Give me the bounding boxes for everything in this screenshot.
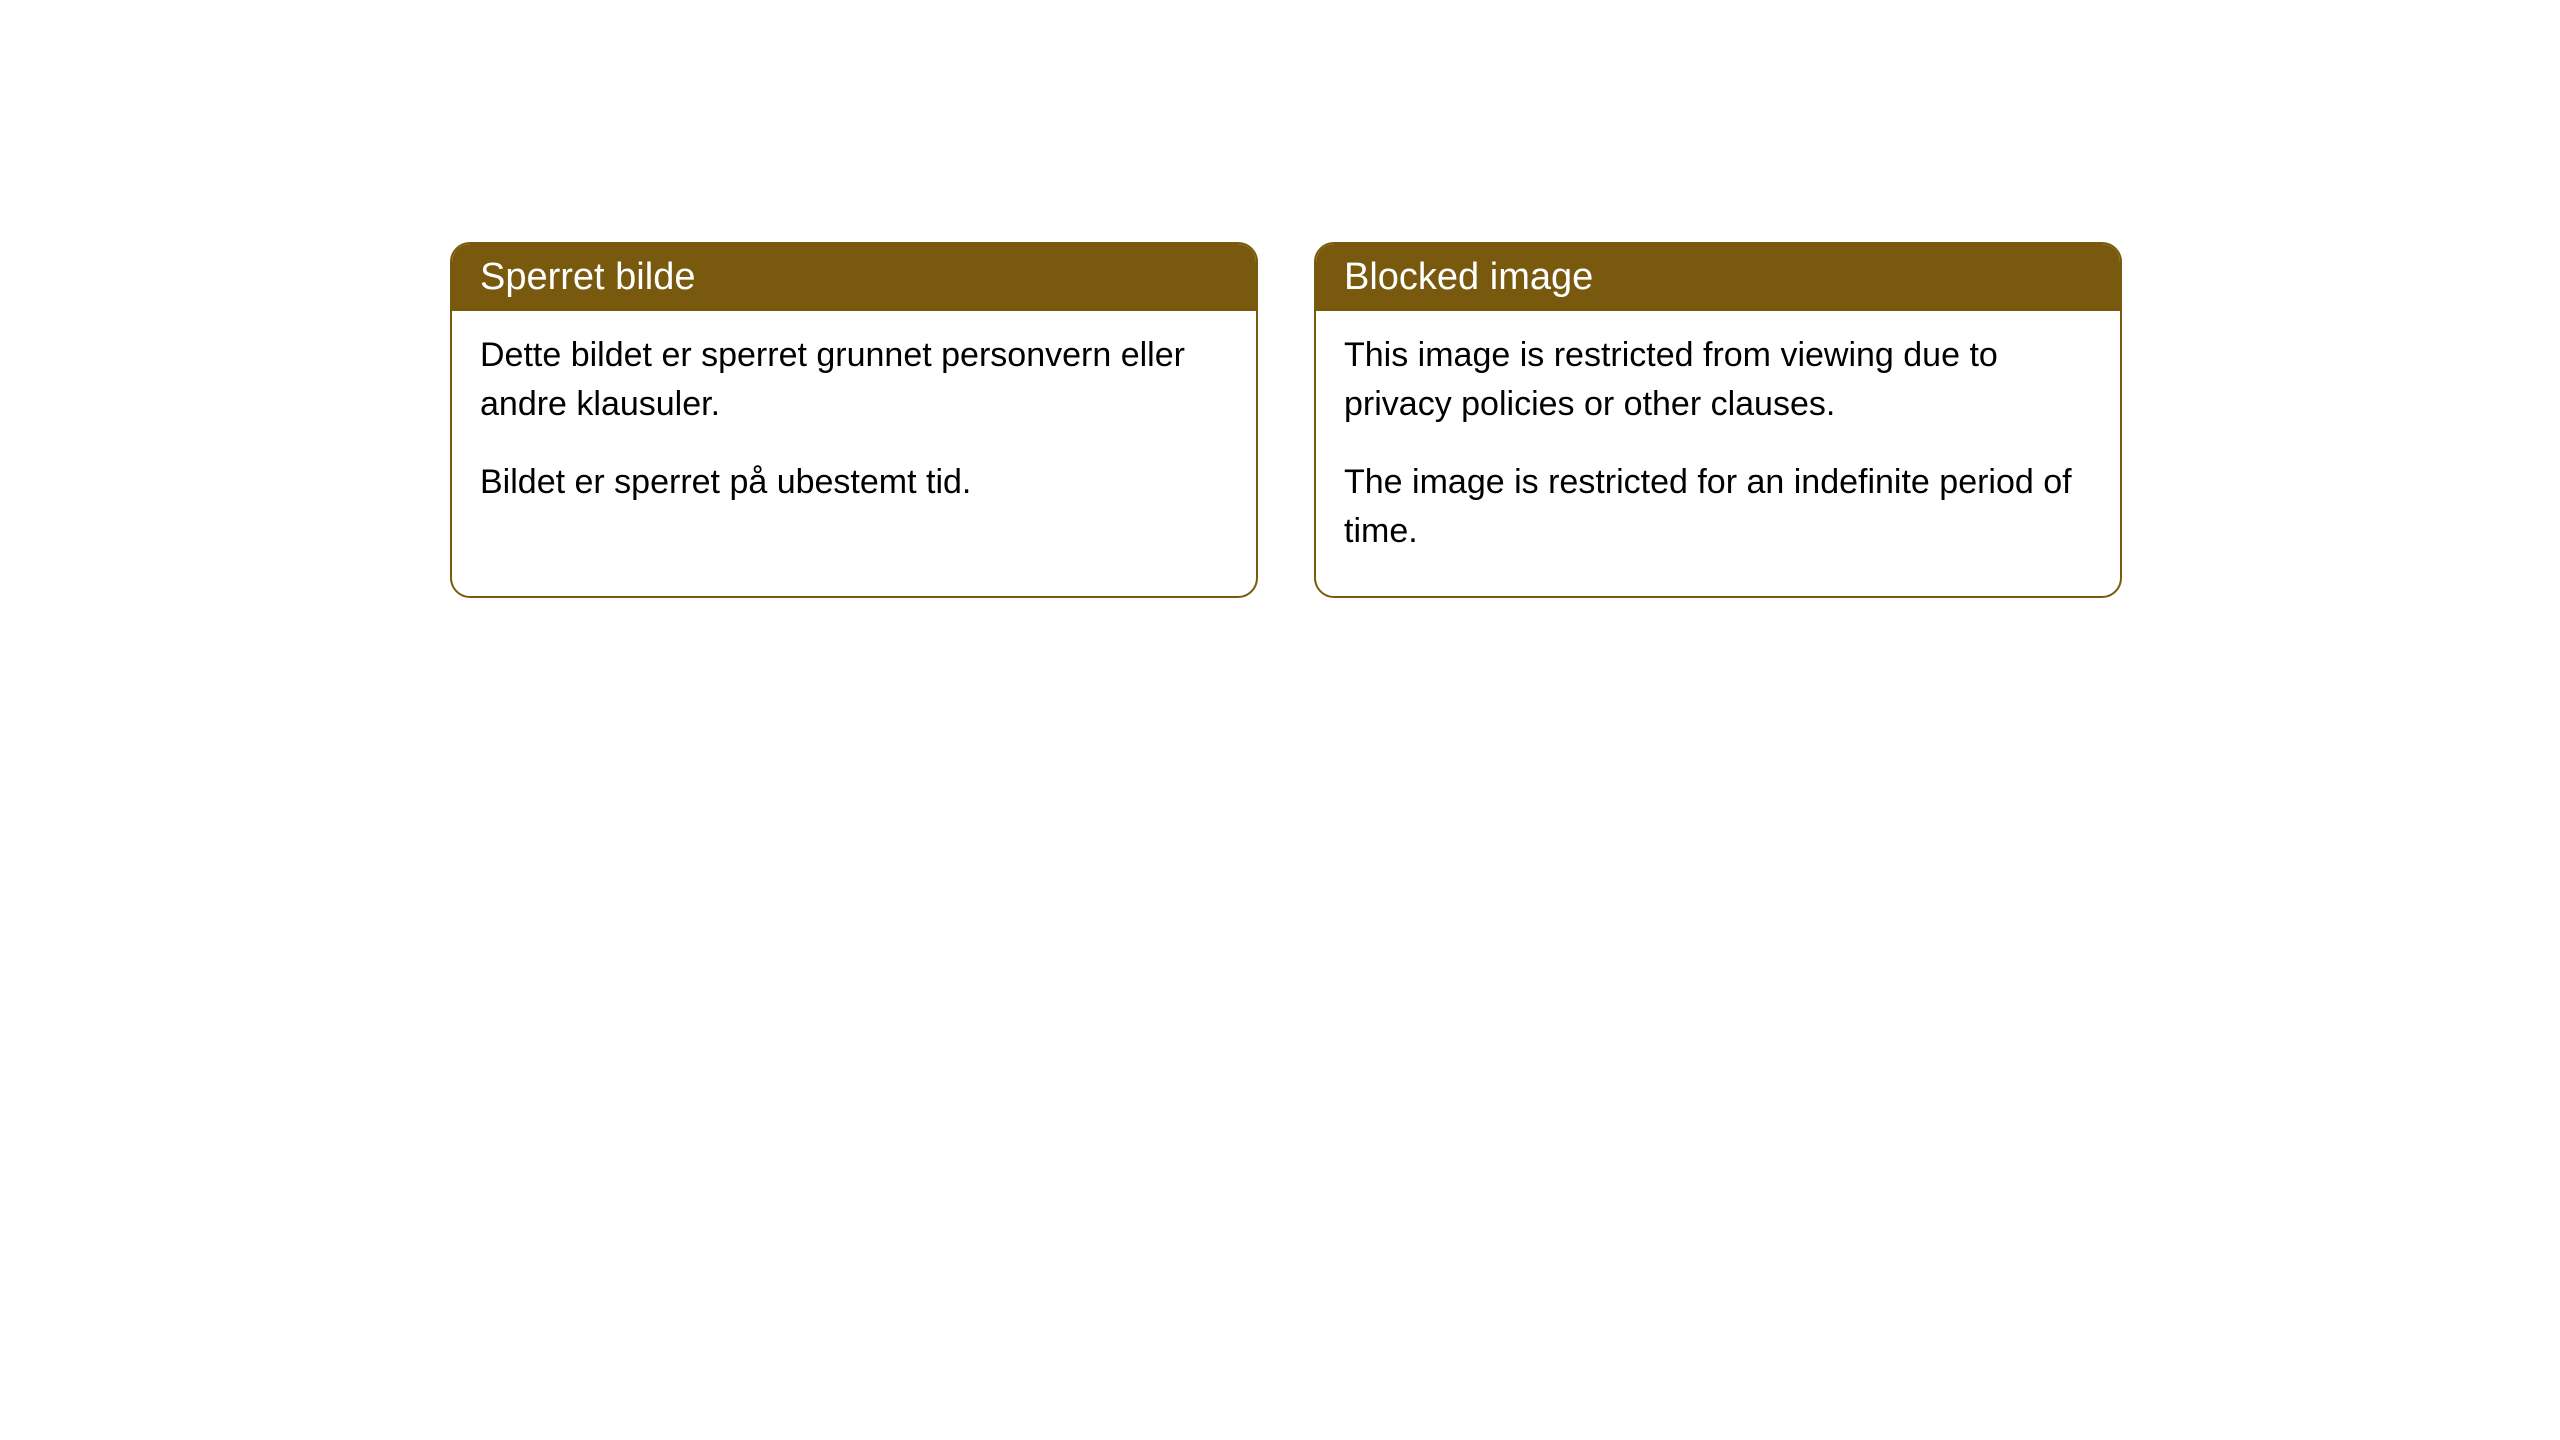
card-paragraph: Bildet er sperret på ubestemt tid. xyxy=(480,458,1228,507)
card-paragraph: This image is restricted from viewing du… xyxy=(1344,331,2092,430)
card-paragraph: Dette bildet er sperret grunnet personve… xyxy=(480,331,1228,430)
card-paragraph: The image is restricted for an indefinit… xyxy=(1344,458,2092,557)
blocked-image-card-norwegian: Sperret bilde Dette bildet er sperret gr… xyxy=(450,242,1258,598)
card-header: Blocked image xyxy=(1316,244,2120,311)
cards-container: Sperret bilde Dette bildet er sperret gr… xyxy=(0,0,2560,598)
card-body: This image is restricted from viewing du… xyxy=(1316,311,2120,596)
card-title: Blocked image xyxy=(1344,256,1593,298)
card-title: Sperret bilde xyxy=(480,256,695,298)
card-header: Sperret bilde xyxy=(452,244,1256,311)
card-body: Dette bildet er sperret grunnet personve… xyxy=(452,311,1256,547)
blocked-image-card-english: Blocked image This image is restricted f… xyxy=(1314,242,2122,598)
